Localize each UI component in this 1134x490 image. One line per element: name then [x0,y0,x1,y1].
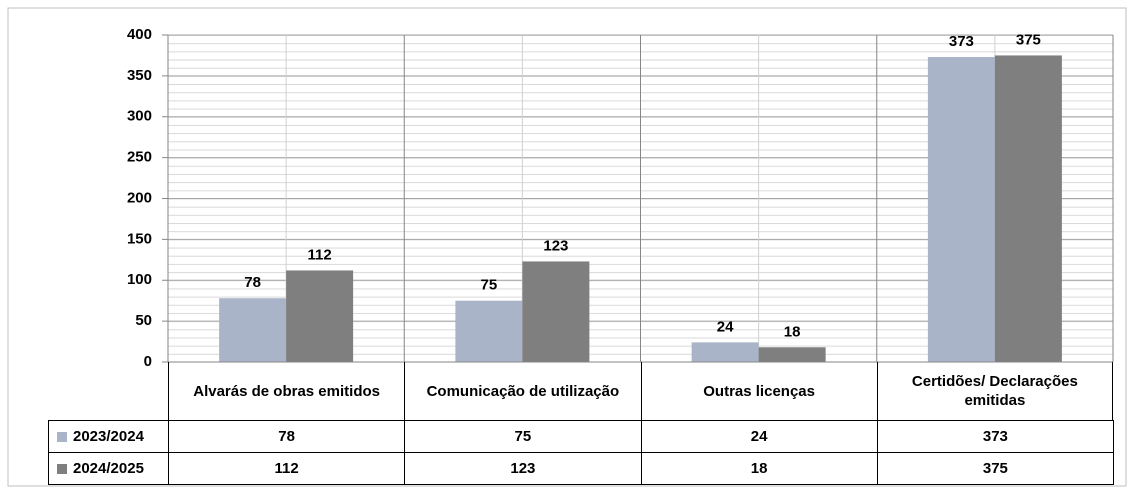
category-label: Alvarás de obras emitidos [168,362,404,420]
y-tick-label: 250 [127,149,152,166]
data-label: 375 [1016,31,1041,48]
bar [286,270,354,362]
y-tick-label: 150 [127,230,152,247]
bar [927,57,995,362]
y-tick-label: 0 [144,353,152,370]
data-label: 75 [481,277,498,294]
table-value: 373 [876,420,1114,453]
legend-cell: 2024/2025 [48,452,169,485]
legend-swatch [57,463,67,474]
table-value: 375 [876,452,1114,485]
bar [219,298,287,362]
bar [758,347,826,362]
data-label: 24 [717,318,734,335]
y-tick-label: 100 [127,271,152,288]
table-value: 78 [168,420,406,453]
data-label: 373 [949,33,974,50]
table-value: 24 [640,420,878,453]
legend-label: 2023/2024 [73,428,144,445]
data-label: 123 [543,237,568,254]
bar [522,261,590,362]
chart-border [7,7,1127,487]
legend-swatch [57,431,67,442]
bar [691,342,759,362]
y-tick-label: 350 [127,67,152,84]
data-label: 78 [244,274,261,291]
table-value: 18 [640,452,878,485]
category-label: Comunicação de utilização [404,362,640,420]
legend-cell: 2023/2024 [48,420,169,453]
table-value: 75 [404,420,642,453]
legend-label: 2024/2025 [73,460,144,477]
bar [455,300,523,362]
table-value: 123 [404,452,642,485]
y-tick-label: 400 [127,26,152,43]
table-value: 112 [168,452,406,485]
y-tick-label: 300 [127,108,152,125]
bar [994,55,1062,362]
y-tick-label: 50 [135,312,152,329]
category-label: Outras licenças [640,362,877,420]
y-tick-label: 200 [127,189,152,206]
data-label: 112 [308,246,332,263]
data-label: 18 [784,323,801,340]
category-label: Certidões/ Declarações emitidas [876,362,1113,420]
